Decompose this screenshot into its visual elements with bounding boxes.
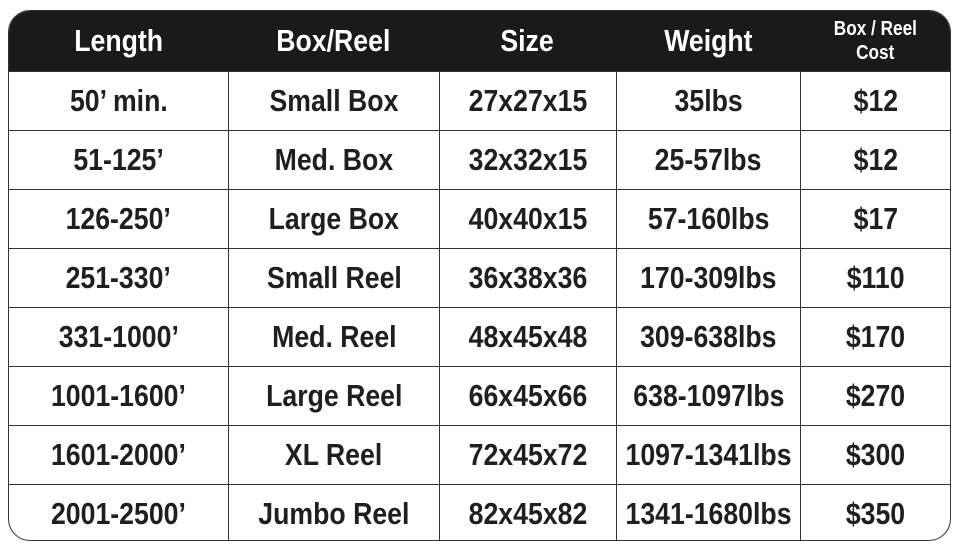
table-row: 1601-2000’ XL Reel 72x45x72 1097-1341lbs $30… bbox=[9, 425, 950, 484]
table-row: 331-1000’ Med. Reel 48x45x48 309-638lbs $170 bbox=[9, 307, 950, 366]
cell-box-reel: Large Box bbox=[228, 190, 439, 248]
cell-length: 126-250’ bbox=[65, 201, 172, 236]
cell-size: 40x40x15 bbox=[439, 190, 616, 248]
cell-weight: 170-309lbs bbox=[616, 249, 800, 307]
cell-cost: $110 bbox=[800, 249, 950, 307]
table-row: 50’ min. Small Box 27x27x15 35lbs $12 bbox=[9, 71, 950, 130]
cell-length: 51-125’ bbox=[73, 142, 164, 177]
cell-size: 32x32x15 bbox=[439, 131, 616, 189]
cell-cost: $350 bbox=[800, 485, 950, 540]
table-row: 51-125’ Med. Box 32x32x15 25-57lbs $12 bbox=[9, 130, 950, 189]
cell-weight: 309-638lbs bbox=[616, 308, 800, 366]
table-row: 1001-1600’ Large Reel 66x45x66 638-1097lbs $… bbox=[9, 366, 950, 425]
cell-box-reel: Jumbo Reel bbox=[228, 485, 439, 540]
cell-length: 1001-1600’ bbox=[51, 378, 186, 413]
cell-weight: 638-1097lbs bbox=[616, 367, 800, 425]
cell-weight: 35lbs bbox=[616, 72, 800, 130]
header-box-reel: Box/Reel bbox=[276, 23, 391, 58]
cell-weight: 1341-1680lbs bbox=[616, 485, 800, 540]
cell-length: 251-330’ bbox=[65, 260, 172, 295]
table-row: 126-250’ Large Box 40x40x15 57-160lbs $17 bbox=[9, 189, 950, 248]
cell-size: 72x45x72 bbox=[439, 426, 616, 484]
cell-size: 66x45x66 bbox=[439, 367, 616, 425]
cell-cost: $300 bbox=[800, 426, 950, 484]
cell-cost: $170 bbox=[800, 308, 950, 366]
cell-size: 27x27x15 bbox=[439, 72, 616, 130]
cell-cost: $270 bbox=[800, 367, 950, 425]
cell-size: 82x45x82 bbox=[439, 485, 616, 540]
cell-weight: 1097-1341lbs bbox=[616, 426, 800, 484]
cell-length: 50’ min. bbox=[69, 83, 168, 118]
cell-box-reel: Small Reel bbox=[228, 249, 439, 307]
header-size: Size bbox=[500, 23, 555, 58]
cell-length: 331-1000’ bbox=[58, 319, 179, 354]
table-header: Length Box/Reel Size Weight Box / Reel Co… bbox=[9, 11, 950, 71]
cell-weight: 25-57lbs bbox=[616, 131, 800, 189]
pricing-table: Length Box/Reel Size Weight Box / Reel Co… bbox=[8, 10, 951, 541]
cell-cost: $12 bbox=[800, 131, 950, 189]
cell-weight: 57-160lbs bbox=[616, 190, 800, 248]
header-weight: Weight bbox=[663, 23, 753, 58]
header-cost: Box / Reel Cost bbox=[833, 18, 917, 64]
table-row: 251-330’ Small Reel 36x38x36 170-309lbs $110 bbox=[9, 248, 950, 307]
cell-box-reel: XL Reel bbox=[228, 426, 439, 484]
cell-box-reel: Large Reel bbox=[228, 367, 439, 425]
table-row: 2001-2500’ Jumbo Reel 82x45x82 1341-1680lbs… bbox=[9, 484, 950, 540]
cell-cost: $17 bbox=[800, 190, 950, 248]
cell-box-reel: Med. Box bbox=[228, 131, 439, 189]
cell-length: 1601-2000’ bbox=[51, 437, 186, 472]
cell-box-reel: Small Box bbox=[228, 72, 439, 130]
cell-length: 2001-2500’ bbox=[51, 496, 186, 531]
cell-size: 36x38x36 bbox=[439, 249, 616, 307]
cell-size: 48x45x48 bbox=[439, 308, 616, 366]
cell-cost: $12 bbox=[800, 72, 950, 130]
header-length: Length bbox=[74, 23, 163, 58]
cell-box-reel: Med. Reel bbox=[228, 308, 439, 366]
